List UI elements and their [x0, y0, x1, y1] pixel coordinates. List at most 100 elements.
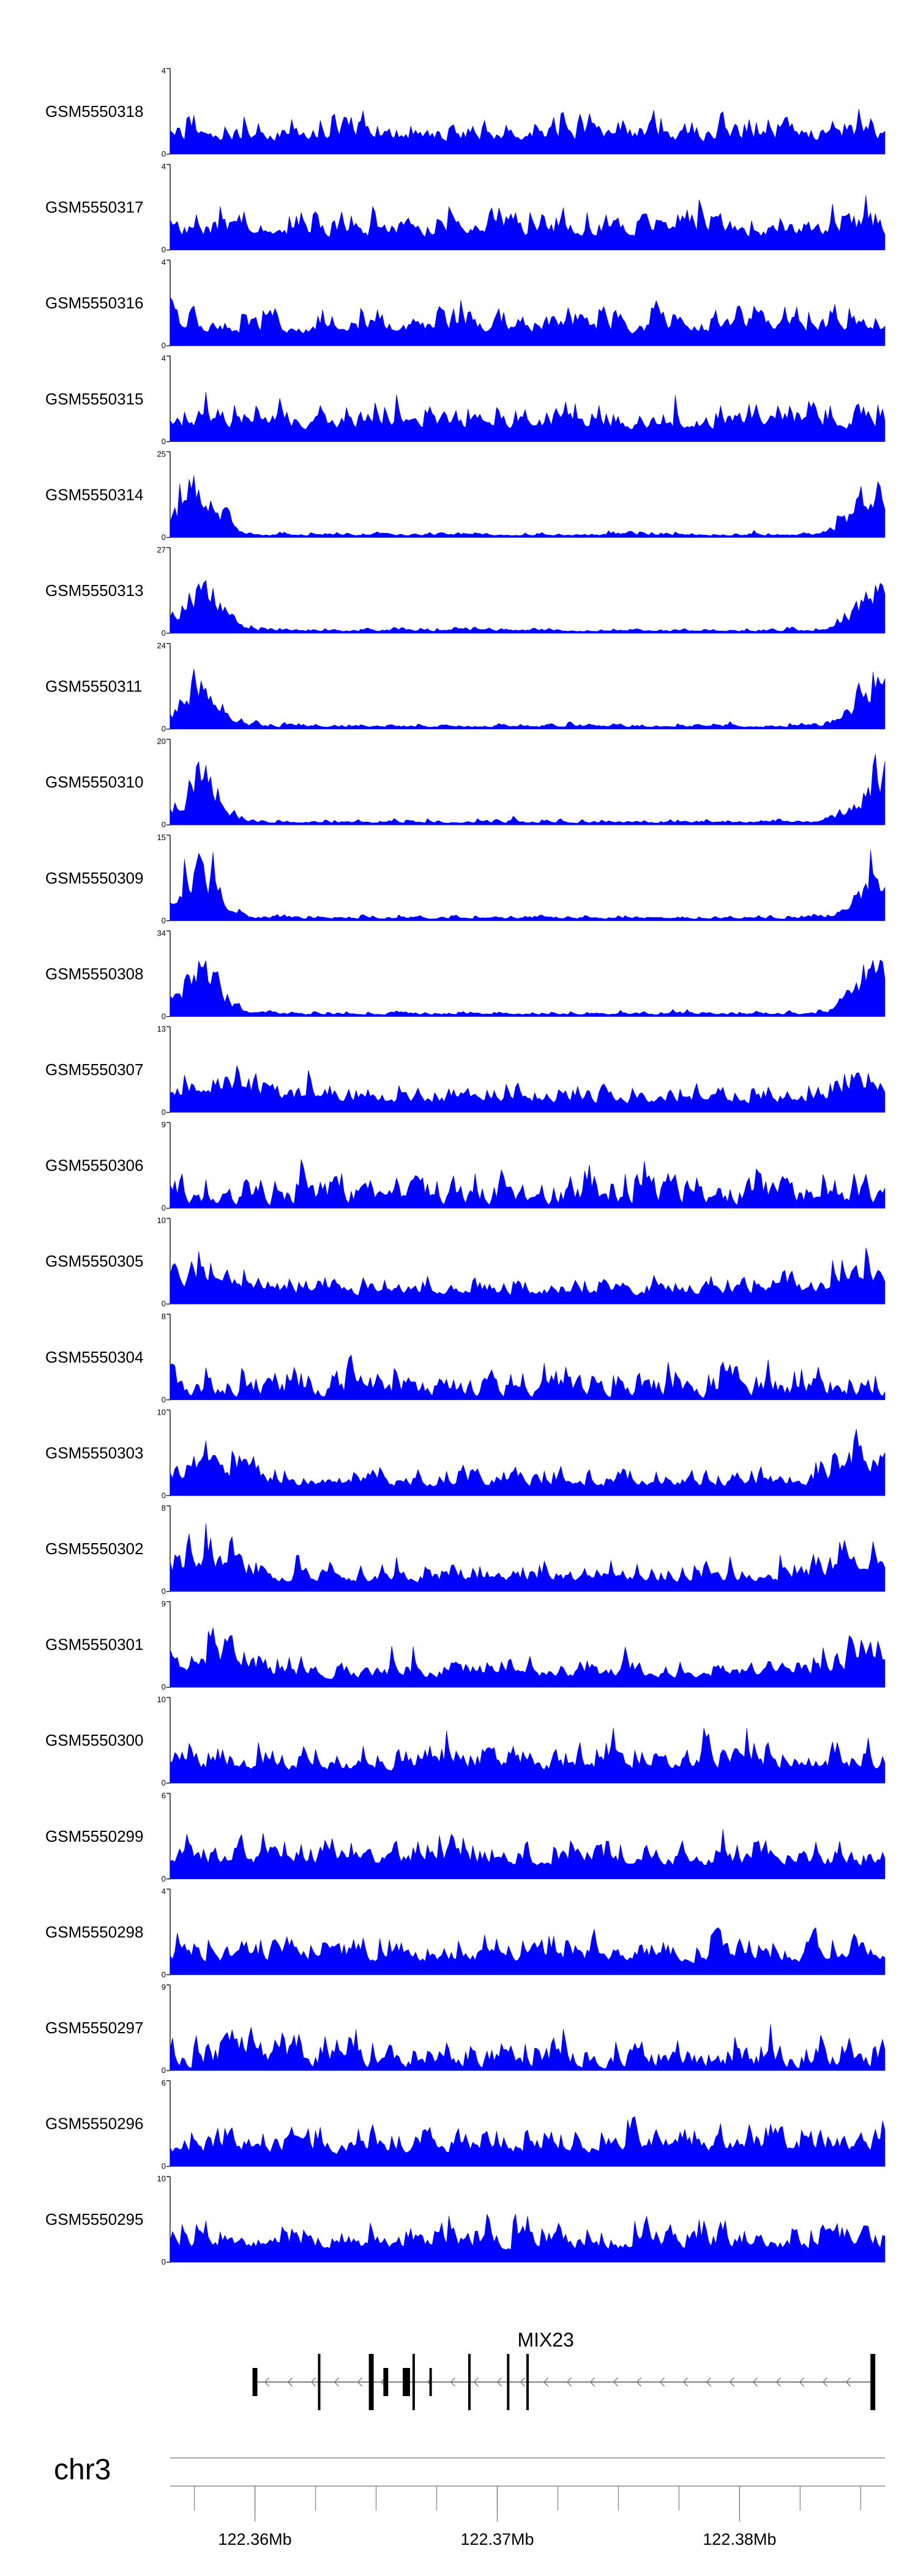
y-tick-label-zero: 0 [162, 532, 166, 542]
genome-axis-track: chr3 122.36Mb 122.37Mb 122.38Mb [54, 2454, 885, 2548]
coverage-area-GSM5550317 [170, 195, 886, 250]
track-GSM5550306: GSM5550306 9 0 [45, 1120, 886, 1213]
y-tick-label-max: 4 [162, 1886, 166, 1896]
y-tick-label-max: 15 [157, 833, 166, 842]
gene-exon [468, 2354, 471, 2410]
strand-arrow [822, 2377, 828, 2387]
track-GSM5550317: GSM5550317 4 0 [45, 162, 886, 255]
strand-arrow [682, 2377, 688, 2387]
y-tick-label-max: 8 [162, 1312, 166, 1321]
track-GSM5550307: GSM5550307 13 0 [45, 1024, 886, 1117]
y-tick-label-max: 9 [162, 1982, 166, 1992]
y-tick-label-max: 9 [162, 1120, 166, 1130]
track-GSM5550311: GSM5550311 24 0 [45, 641, 886, 734]
track-GSM5550297: GSM5550297 9 0 [45, 1982, 886, 2075]
strand-arrow [729, 2377, 735, 2387]
track-label-GSM5550317: GSM5550317 [45, 198, 143, 217]
track-GSM5550305: GSM5550305 10 0 [45, 1216, 886, 1308]
coverage-area-GSM5550315 [170, 392, 886, 442]
y-tick-label-zero: 0 [162, 1587, 166, 1596]
coverage-tracks: GSM555031840GSM555031740GSM555031640GSM5… [45, 66, 886, 2266]
axis-tick-label: 122.37Mb [460, 2530, 534, 2548]
y-tick-label-max: 6 [162, 1791, 166, 1800]
coverage-area-GSM5550299 [170, 1829, 886, 1880]
track-GSM5550318: GSM5550318 4 0 [45, 66, 886, 158]
y-tick-label-zero: 0 [162, 341, 166, 350]
y-tick-label-zero: 0 [162, 820, 166, 829]
coverage-area-GSM5550300 [170, 1727, 886, 1784]
coverage-area-GSM5550308 [170, 959, 886, 1017]
track-label-GSM5550314: GSM5550314 [45, 485, 143, 504]
y-tick-label-zero: 0 [162, 1874, 166, 1883]
track-label-GSM5550316: GSM5550316 [45, 294, 143, 312]
strand-arrow [613, 2377, 619, 2387]
strand-arrow [799, 2377, 805, 2387]
gene-exon [403, 2368, 410, 2396]
y-tick-label-zero: 0 [162, 628, 166, 638]
y-tick-label-max: 24 [157, 641, 166, 650]
y-tick-label-zero: 0 [162, 1491, 166, 1500]
track-GSM5550301: GSM5550301 9 0 [45, 1599, 886, 1692]
coverage-area-GSM5550311 [170, 668, 886, 729]
track-GSM5550308: GSM5550308 34 0 [45, 928, 886, 1021]
y-tick-label-max: 34 [157, 928, 166, 937]
y-tick-label-zero: 0 [162, 245, 166, 255]
strand-arrow [659, 2377, 665, 2387]
strand-arrow [496, 2377, 502, 2387]
track-label-GSM5550310: GSM5550310 [45, 773, 143, 791]
track-label-GSM5550302: GSM5550302 [45, 1539, 143, 1558]
chromosome-label: chr3 [54, 2454, 111, 2486]
track-label-GSM5550295: GSM5550295 [45, 2210, 143, 2228]
track-label-GSM5550309: GSM5550309 [45, 869, 143, 887]
strand-arrow [334, 2377, 340, 2387]
track-label-GSM5550301: GSM5550301 [45, 1636, 143, 1654]
gene-name-label: MIX23 [517, 2329, 573, 2351]
y-tick-label-max: 27 [157, 545, 166, 554]
y-tick-label-max: 10 [157, 1695, 166, 1704]
coverage-area-GSM5550301 [170, 1627, 886, 1688]
strand-arrow [450, 2377, 456, 2387]
y-tick-label-max: 10 [157, 1407, 166, 1416]
track-GSM5550310: GSM5550310 20 0 [45, 737, 886, 829]
coverage-area-GSM5550298 [170, 1927, 886, 1975]
y-tick-label-max: 13 [157, 1024, 166, 1033]
track-GSM5550295: GSM5550295 10 0 [45, 2174, 886, 2266]
track-label-GSM5550304: GSM5550304 [45, 1348, 143, 1366]
track-label-GSM5550296: GSM5550296 [45, 2115, 143, 2133]
strand-arrow [520, 2377, 526, 2387]
track-GSM5550296: GSM5550296 6 0 [45, 2079, 886, 2171]
y-tick-label-zero: 0 [162, 437, 166, 446]
track-label-GSM5550311: GSM5550311 [45, 677, 143, 696]
gene-exon [507, 2354, 510, 2410]
track-label-GSM5550306: GSM5550306 [45, 1156, 143, 1175]
coverage-area-GSM5550303 [170, 1429, 886, 1496]
track-GSM5550303: GSM5550303 10 0 [45, 1407, 886, 1500]
y-tick-label-zero: 0 [162, 1011, 166, 1021]
gene-exon [252, 2368, 258, 2396]
y-tick-label-max: 8 [162, 1503, 166, 1513]
y-tick-label-max: 4 [162, 258, 166, 267]
strand-arrow [752, 2377, 758, 2387]
gene-exon [526, 2354, 529, 2410]
gene-exon [412, 2354, 415, 2410]
track-label-GSM5550315: GSM5550315 [45, 390, 143, 408]
gene-exon [870, 2354, 876, 2410]
y-tick-label-max: 9 [162, 1599, 166, 1609]
track-GSM5550304: GSM5550304 8 0 [45, 1312, 886, 1404]
y-tick-label-max: 10 [157, 2174, 166, 2183]
coverage-area-GSM5550304 [170, 1354, 886, 1401]
y-tick-label-zero: 0 [162, 1683, 166, 1692]
y-tick-label-zero: 0 [162, 1395, 166, 1404]
track-GSM5550313: GSM5550313 27 0 [45, 545, 886, 638]
track-label-GSM5550318: GSM5550318 [45, 102, 143, 121]
track-GSM5550302: GSM5550302 8 0 [45, 1503, 886, 1596]
strand-arrow [775, 2377, 782, 2387]
gene-exon [383, 2368, 389, 2396]
coverage-area-GSM5550306 [170, 1159, 886, 1208]
y-tick-label-max: 20 [157, 737, 166, 746]
coverage-area-GSM5550310 [170, 754, 886, 825]
strand-arrow [845, 2377, 851, 2387]
y-tick-label-max: 4 [162, 66, 166, 75]
coverage-area-GSM5550314 [170, 475, 886, 538]
